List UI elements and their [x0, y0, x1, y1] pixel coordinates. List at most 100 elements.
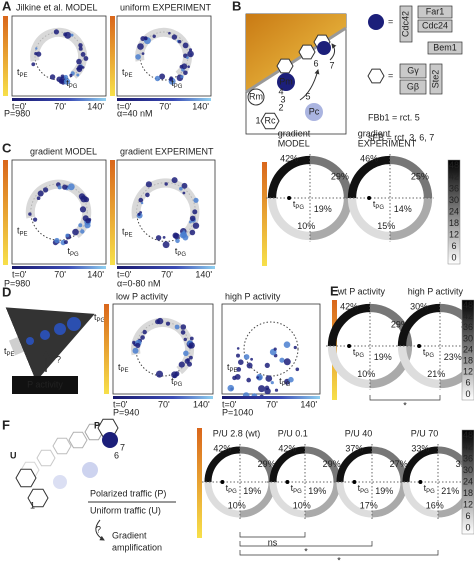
trajectory-dot: [273, 347, 277, 351]
time-tick-label: 70': [54, 269, 66, 279]
traffic-text: Polarized traffic (P): [90, 488, 166, 498]
t-subscript: PG: [293, 489, 302, 495]
rm-dot: [247, 88, 265, 106]
t-symbol: t: [67, 246, 70, 256]
colorbar-label: 18: [449, 218, 459, 228]
t-subscript: PE: [7, 352, 15, 358]
ring-segment: [347, 197, 391, 241]
ring-segment: [336, 446, 373, 483]
trajectory-dot: [180, 75, 184, 79]
step-number: 6: [114, 450, 119, 460]
sig-bracket: [369, 395, 441, 401]
time-label: tPG: [175, 246, 187, 257]
pm-dot: [277, 73, 295, 91]
sig-label: *: [304, 546, 308, 556]
percent-label: 27%: [390, 459, 408, 469]
percent-label: 23%: [444, 352, 462, 362]
percent-label: 42%: [340, 301, 358, 311]
trajectory-dot: [137, 212, 141, 216]
step-number: 2: [278, 102, 283, 112]
trajectory-dot: [144, 36, 148, 41]
trajectory-dot: [189, 355, 193, 360]
trajectory-dot: [142, 329, 147, 335]
center-dot: [287, 196, 292, 200]
trajectory-dot: [145, 181, 152, 188]
trajectory-dot: [188, 48, 193, 52]
percent-label: 14%: [394, 204, 412, 214]
trajectory-dot: [181, 182, 188, 189]
percent-label: 25%: [411, 171, 429, 181]
trajectory-dot: [232, 375, 237, 381]
colorbar-label: 24: [463, 344, 473, 354]
trajectory-dot: [156, 370, 163, 378]
time-tick-label: 140': [193, 399, 210, 409]
time-label: tPG: [171, 376, 183, 387]
ring-segment: [402, 481, 439, 518]
orange-bar: [3, 160, 8, 265]
trajectory-dot: [67, 183, 75, 191]
step-number: 1: [30, 500, 35, 510]
percent-label: 29%: [331, 171, 349, 181]
trajectory-dot: [189, 229, 196, 236]
trajectory-dot: [238, 359, 244, 366]
traffic-label: P: [94, 420, 100, 430]
activity-box: [12, 376, 78, 394]
dotted-circle: [243, 321, 299, 377]
note: P=980: [4, 278, 30, 288]
trajectory-dot: [154, 75, 161, 82]
ring-title: P/U 0.1: [278, 428, 308, 438]
step-number: 6: [313, 58, 318, 68]
t-subscript: PE: [121, 367, 129, 373]
trajectory-dot: [164, 182, 168, 186]
time-tick-label: 70': [161, 269, 173, 279]
trajectory-dot: [67, 317, 81, 331]
ring-segment: [267, 197, 311, 241]
time-label: tPG: [94, 312, 106, 323]
membrane: [245, 26, 347, 94]
colorbar-label: 42: [463, 442, 473, 452]
colorbar-label: 0: [465, 523, 470, 533]
ring-segment: [267, 155, 311, 199]
colorbar-label: 12: [449, 229, 459, 239]
trajectory-dot: [159, 73, 166, 80]
trajectory-dot: [189, 215, 196, 222]
trajectory-dot: [193, 197, 199, 203]
panel-letter: C: [2, 140, 12, 155]
trajectory-dot: [180, 324, 187, 330]
percent-label: 19%: [243, 486, 261, 496]
trajectory-dot: [179, 186, 183, 191]
ring-segment: [204, 446, 241, 483]
plot-title: gradient EXPERIMENT: [120, 146, 214, 156]
time-tick-label: 70': [266, 399, 278, 409]
trajectory-dot: [132, 347, 139, 354]
trajectory-dot: [152, 34, 156, 38]
trajectory-dot: [165, 321, 171, 326]
t-symbol: t: [373, 199, 376, 209]
t-subscript: PG: [177, 252, 186, 258]
trajectory-dot: [162, 241, 170, 249]
protein-label: Cdc42: [400, 11, 410, 37]
node-label: Rm: [249, 91, 263, 101]
colorbar-label: 0: [451, 253, 456, 263]
percent-label: 19%: [375, 486, 393, 496]
sig-label: *: [337, 555, 341, 563]
trajectory-dot: [54, 323, 66, 335]
note: P=980: [4, 108, 30, 118]
protein-box: [417, 5, 453, 19]
colorbar-label: 18: [463, 488, 473, 498]
ring-title: high P activity: [408, 286, 464, 296]
ring-title: MODEL: [278, 138, 310, 148]
reaction-note: sFB = rct. 3, 6, 7: [368, 132, 434, 142]
t-subscript: PG: [174, 84, 183, 90]
t-symbol: t: [66, 78, 69, 88]
trajectory-dot: [155, 235, 162, 241]
ring-title: P/U 70: [411, 428, 439, 438]
colorbar: [461, 299, 474, 401]
trajectory-dot: [140, 335, 145, 340]
protein-label: Gγ: [407, 65, 419, 75]
trajectory-dot: [69, 73, 73, 77]
plot-title: gradient MODEL: [30, 146, 97, 156]
hexagon: [260, 112, 280, 130]
ring-title: P/U 40: [345, 428, 373, 438]
time-label: tPG: [423, 347, 435, 358]
